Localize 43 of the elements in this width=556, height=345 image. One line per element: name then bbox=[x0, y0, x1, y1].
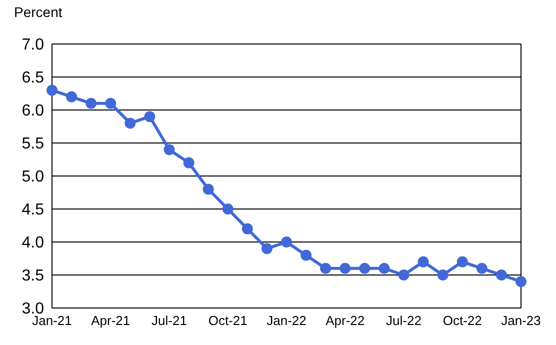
point bbox=[242, 223, 253, 234]
point bbox=[340, 262, 351, 274]
point bbox=[164, 144, 175, 156]
point bbox=[378, 262, 390, 274]
y-tick-label: 3.5 bbox=[22, 268, 44, 285]
y-tick-label: 6.5 bbox=[22, 70, 44, 87]
point bbox=[437, 270, 448, 280]
point bbox=[281, 236, 292, 248]
point bbox=[300, 250, 312, 261]
x-tick-label: Jan-23 bbox=[501, 313, 541, 328]
point bbox=[496, 270, 507, 280]
point bbox=[183, 157, 194, 168]
point bbox=[66, 91, 78, 102]
point bbox=[144, 111, 156, 122]
point bbox=[456, 256, 468, 268]
point bbox=[86, 98, 97, 109]
x-tick-label: Oct-22 bbox=[442, 313, 482, 328]
point bbox=[105, 98, 116, 109]
x-tick-label: Apr-21 bbox=[91, 313, 130, 328]
x-tick-label: Jul-21 bbox=[152, 313, 187, 328]
point bbox=[398, 270, 410, 280]
point bbox=[476, 262, 488, 274]
x-tick-label: Apr-22 bbox=[326, 313, 365, 328]
point bbox=[516, 276, 526, 288]
x-tick-label: Oct-21 bbox=[208, 313, 248, 328]
y-tick-label: 4.5 bbox=[22, 202, 44, 219]
point bbox=[222, 204, 234, 214]
point bbox=[261, 243, 272, 254]
x-tick-label: Jan-22 bbox=[266, 313, 306, 328]
point bbox=[202, 184, 214, 195]
y-tick-label: 5.5 bbox=[22, 136, 44, 153]
point bbox=[359, 262, 370, 274]
y-tick-label: 6.0 bbox=[22, 102, 44, 120]
x-tick-label: Jul-22 bbox=[386, 313, 422, 328]
y-tick-label: 5.0 bbox=[22, 168, 44, 186]
y-axis-title: Percent bbox=[14, 4, 62, 20]
y-tick-label: 4.0 bbox=[22, 234, 44, 252]
point bbox=[124, 118, 136, 129]
x-tick-label: Jan-21 bbox=[32, 313, 72, 328]
point bbox=[46, 84, 58, 96]
point bbox=[320, 262, 332, 274]
point bbox=[418, 256, 429, 268]
y-tick-label: 7.0 bbox=[22, 36, 44, 54]
